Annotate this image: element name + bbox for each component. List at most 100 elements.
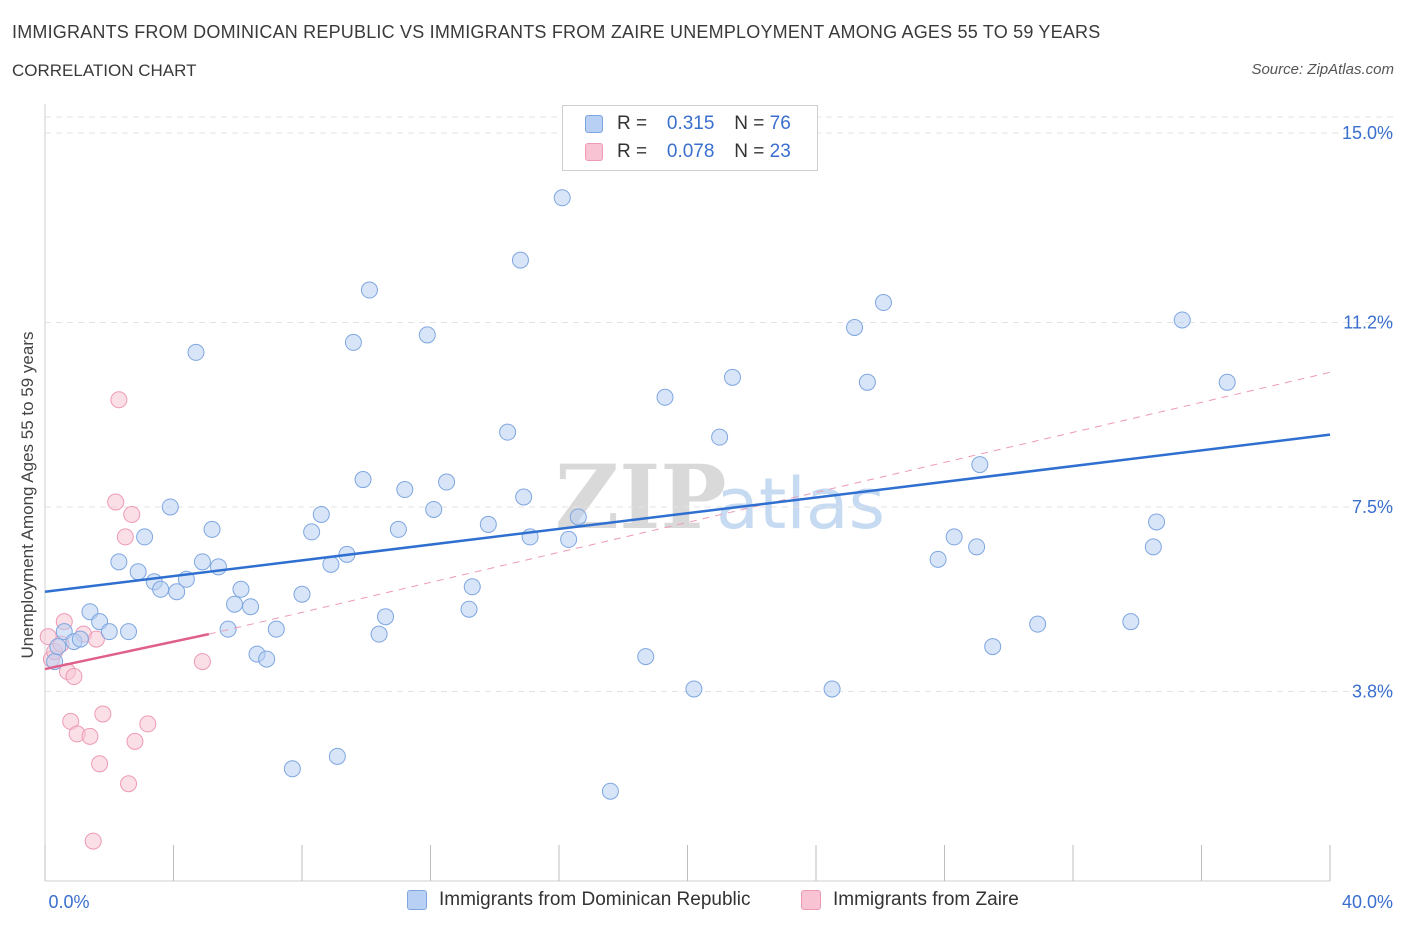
legend-r-label: R = — [617, 141, 648, 162]
point-dominican — [377, 608, 395, 626]
legend-swatch-pink — [801, 890, 821, 910]
point-dominican — [161, 498, 179, 516]
point-dominican — [656, 388, 674, 406]
point-dominican — [303, 523, 321, 541]
point-dominican — [553, 189, 571, 207]
y-tick-label: 11.2% — [1343, 312, 1393, 332]
point-dominican — [354, 471, 372, 489]
point-dominican — [685, 680, 703, 698]
point-dominican — [1218, 373, 1236, 391]
point-dominican — [168, 583, 186, 601]
legend-r-label: R = — [617, 113, 648, 134]
point-dominican — [984, 638, 1002, 656]
legend-item-dominican[interactable]: Immigrants from Dominican Republic — [407, 889, 751, 911]
point-dominican — [511, 251, 529, 269]
point-dominican — [418, 326, 436, 344]
point-dominican — [1144, 538, 1162, 556]
point-dominican — [258, 650, 276, 668]
point-dominican — [293, 585, 311, 603]
point-zaire — [120, 775, 138, 793]
point-dominican — [312, 505, 330, 523]
point-dominican — [823, 680, 841, 698]
y-tick-label: 3.8% — [1352, 681, 1393, 701]
legend-swatch-blue — [407, 890, 427, 910]
point-dominican — [438, 473, 456, 491]
point-dominican — [360, 281, 378, 299]
y-tick-label: 15.0% — [1342, 123, 1393, 143]
x-tick-label: 0.0% — [48, 892, 89, 912]
y-tick-label: 7.5% — [1352, 497, 1393, 517]
point-dominican — [971, 456, 989, 474]
point-dominican — [396, 481, 414, 499]
point-dominican — [389, 520, 407, 538]
point-dominican — [193, 553, 211, 571]
point-dominican — [637, 648, 655, 666]
legend-label-zaire: Immigrants from Zaire — [833, 889, 1019, 910]
point-zaire — [126, 732, 144, 750]
point-dominican — [723, 368, 741, 386]
point-dominican — [203, 520, 221, 538]
point-dominican — [560, 530, 578, 548]
legend-r-value: 0.078 — [666, 141, 715, 162]
point-dominican — [425, 500, 443, 518]
point-zaire — [139, 715, 157, 733]
point-dominican — [460, 600, 478, 618]
point-zaire — [123, 505, 141, 523]
legend-n-label: N = — [734, 141, 765, 162]
point-dominican — [463, 578, 481, 596]
point-dominican — [187, 343, 205, 361]
legend-r-value: 0.315 — [666, 113, 715, 134]
point-dominican — [1029, 615, 1047, 633]
point-dominican — [968, 538, 986, 556]
watermark-zip: ZIP — [555, 445, 727, 549]
point-dominican — [1122, 613, 1140, 631]
point-dominican — [136, 528, 154, 546]
trend-dominican — [44, 433, 1331, 593]
watermark-atlas: atlas — [716, 463, 885, 545]
point-zaire — [65, 668, 83, 686]
point-zaire — [116, 528, 134, 546]
point-dominican — [1148, 513, 1166, 531]
point-dominican — [71, 630, 89, 648]
point-dominican — [49, 638, 67, 656]
legend-swatch-pink — [585, 143, 603, 161]
point-dominican — [711, 428, 729, 446]
point-dominican — [479, 515, 497, 533]
point-dominican — [129, 563, 147, 581]
point-zaire — [110, 391, 128, 409]
legend-n-value: 23 — [769, 141, 791, 162]
point-dominican — [569, 508, 587, 526]
point-dominican — [100, 623, 118, 641]
point-zaire — [91, 755, 109, 773]
point-dominican — [232, 580, 250, 598]
point-zaire — [81, 727, 99, 745]
point-zaire — [94, 705, 112, 723]
legend-swatch-blue — [585, 115, 603, 133]
point-dominican — [858, 373, 876, 391]
point-dominican — [344, 333, 362, 351]
stats-legend: R = 0.315 N = 76 R = 0.078 N = 23 — [562, 105, 818, 171]
point-dominican — [1173, 311, 1191, 329]
point-dominican — [874, 294, 892, 312]
point-dominican — [945, 528, 963, 546]
legend-row-dominican: R = 0.315 N = 76 — [585, 112, 791, 136]
point-dominican — [601, 782, 619, 800]
point-dominican — [120, 623, 138, 641]
legend-label-dominican: Immigrants from Dominican Republic — [439, 889, 751, 910]
point-dominican — [515, 488, 533, 506]
point-zaire — [193, 653, 211, 671]
point-dominican — [846, 318, 864, 336]
x-tick-label: 40.0% — [1342, 892, 1393, 912]
series-legend: Immigrants from Dominican Republic Immig… — [0, 889, 1406, 915]
point-dominican — [370, 625, 388, 643]
legend-n-label: N = — [734, 113, 765, 134]
legend-row-zaire: R = 0.078 N = 23 — [585, 140, 791, 164]
legend-item-zaire[interactable]: Immigrants from Zaire — [801, 889, 1019, 911]
point-zaire — [107, 493, 125, 511]
legend-n-value: 76 — [769, 113, 791, 134]
point-dominican — [283, 760, 301, 778]
point-dominican — [929, 550, 947, 568]
chart-subtitle: CORRELATION CHART — [12, 61, 197, 80]
point-zaire — [84, 832, 102, 850]
